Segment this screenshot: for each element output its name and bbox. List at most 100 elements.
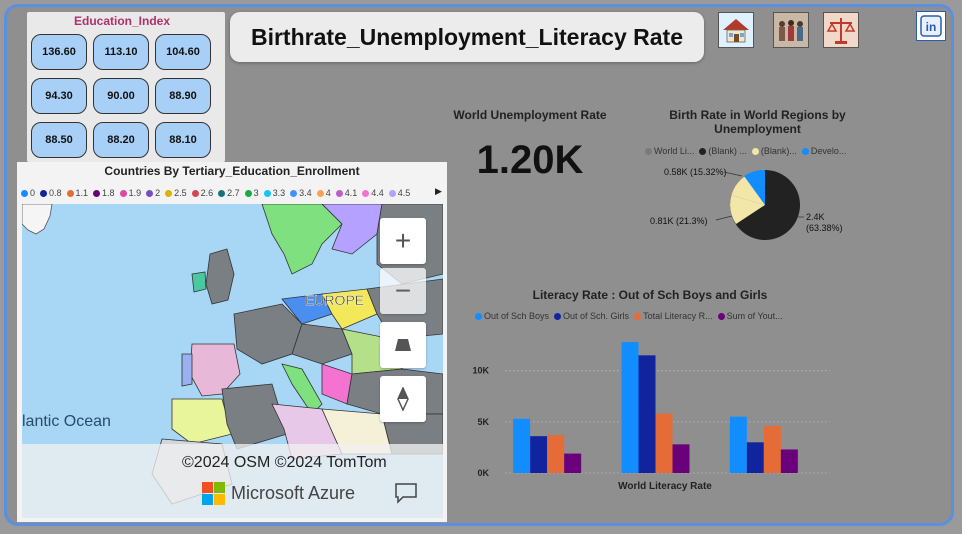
- pie-legend-label: Develo...: [810, 146, 847, 156]
- map-legend-item[interactable]: 4.1: [335, 188, 358, 198]
- linkedin-icon[interactable]: in: [916, 11, 946, 41]
- education-index-tile[interactable]: 88.50: [31, 122, 87, 158]
- justice-scale-icon[interactable]: [823, 12, 859, 48]
- zoom-in-button[interactable]: +: [380, 218, 426, 264]
- bar[interactable]: [780, 449, 798, 473]
- map-legend-item[interactable]: 3.3: [263, 188, 286, 198]
- bar-tick-label: 10K: [472, 366, 489, 376]
- pie-legend-label: World Li...: [654, 146, 695, 156]
- legend-dot-icon: [244, 189, 252, 197]
- pie-legend-item[interactable]: (Blank) ...: [699, 146, 747, 156]
- legend-dot-icon: [362, 189, 370, 197]
- map-legend-item[interactable]: 4: [316, 188, 331, 198]
- pie-title: Birth Rate in World Regions by Unemploym…: [669, 108, 846, 136]
- svg-text:in: in: [926, 20, 937, 34]
- map-legend-item[interactable]: 0: [21, 188, 35, 198]
- pie-legend-item[interactable]: (Blank)...: [751, 146, 797, 156]
- map-legend-label: 3: [253, 188, 259, 198]
- bar-tick-label: 0K: [477, 468, 489, 478]
- pie-legend: World Li... (Blank) ... (Blank)... Develo..…: [645, 146, 895, 156]
- map-legend-item[interactable]: 2: [146, 188, 160, 198]
- map-legend-label: 2.5: [174, 188, 187, 198]
- education-index-tile[interactable]: 94.30: [31, 78, 87, 114]
- legend-dot-icon: [21, 189, 28, 197]
- pie-slice[interactable]: [730, 195, 765, 224]
- pie-legend-label: (Blank)...: [760, 146, 797, 156]
- bar-legend-item[interactable]: Out of Sch. Girls: [554, 311, 629, 321]
- education-index-tile[interactable]: 90.00: [93, 78, 149, 114]
- pie-legend-item[interactable]: World Li...: [645, 146, 694, 156]
- pie-chart: 2.4K (63.38%) 0.81K (21.3%) 0.58K (15.32…: [650, 167, 843, 240]
- bar[interactable]: [564, 453, 582, 473]
- map-legend-label: 3.3: [272, 188, 286, 198]
- bar-legend-item[interactable]: Sum of Yout...: [717, 311, 783, 321]
- map-area[interactable]: lantic Ocean EUROPE + − ©2024 OSM ©2024 …: [22, 204, 443, 518]
- map-legend-item[interactable]: 2.5: [165, 188, 187, 198]
- map-copyright: ©2024 OSM ©2024 TomTom: [182, 454, 387, 471]
- legend-next-icon[interactable]: ▶: [435, 186, 442, 196]
- legend-dot-icon: [218, 189, 226, 197]
- legend-dot-icon: [475, 312, 482, 320]
- feedback-icon[interactable]: [394, 482, 418, 509]
- pitch-button[interactable]: [380, 322, 426, 368]
- bar[interactable]: [672, 444, 690, 473]
- map-legend-item[interactable]: 4.5: [388, 188, 410, 198]
- pie-label: (63.38%): [806, 223, 843, 233]
- education-index-tile[interactable]: 113.10: [93, 34, 149, 70]
- bar[interactable]: [655, 413, 673, 473]
- education-index-tile[interactable]: 88.10: [155, 122, 211, 158]
- pie-slice[interactable]: [744, 169, 765, 205]
- zoom-out-button[interactable]: −: [380, 268, 426, 314]
- compass-button[interactable]: [380, 376, 426, 422]
- bar-legend-label: Total Literacy R...: [643, 311, 713, 321]
- bar[interactable]: [547, 435, 565, 473]
- bar-legend-item[interactable]: Total Literacy R...: [634, 311, 713, 321]
- bar-legend-item[interactable]: Out of Sch Boys: [475, 311, 549, 321]
- education-index-tile[interactable]: 88.20: [93, 122, 149, 158]
- map-legend-label: 4.1: [344, 188, 358, 198]
- map-legend-item[interactable]: 2.6: [191, 188, 213, 198]
- map-legend-item[interactable]: 0.8: [40, 188, 62, 198]
- bar[interactable]: [746, 442, 764, 473]
- map-legend-item[interactable]: 4.4: [362, 188, 384, 198]
- azure-attribution: Microsoft Azure: [202, 482, 355, 505]
- pie-legend-label: (Blank) ...: [708, 146, 747, 156]
- legend-dot-icon: [645, 147, 652, 155]
- map-legend-item[interactable]: 2.7: [218, 188, 240, 198]
- bar-tick-label: 5K: [477, 417, 489, 427]
- legend-dot-icon: [634, 312, 642, 320]
- map-legend-item[interactable]: 3: [244, 188, 259, 198]
- legend-dot-icon: [191, 189, 199, 197]
- education-index-tile[interactable]: 104.60: [155, 34, 211, 70]
- education-index-title: Education_Index: [73, 14, 171, 28]
- bar[interactable]: [638, 355, 656, 473]
- map-legend-item[interactable]: 1.8: [93, 188, 115, 198]
- map-legend-item[interactable]: 1.9: [119, 188, 141, 198]
- pie-label: 2.4K: [806, 212, 825, 222]
- map-legend-item[interactable]: 1.1: [66, 188, 88, 198]
- education-index-tile[interactable]: 88.90: [155, 78, 211, 114]
- bar[interactable]: [513, 418, 531, 473]
- legend-dot-icon: [119, 189, 127, 197]
- map-legend-label: 2.7: [227, 188, 240, 198]
- bar-chart-title: Literacy Rate : Out of Sch Boys and Girl…: [532, 288, 768, 302]
- bar[interactable]: [621, 342, 639, 473]
- bar[interactable]: [729, 416, 747, 473]
- house-icon[interactable]: [718, 12, 754, 48]
- ocean-label: lantic Ocean: [22, 413, 111, 430]
- legend-dot-icon: [66, 189, 74, 197]
- bar[interactable]: [530, 436, 548, 473]
- bar-chart-xlabel: World Literacy Rate: [618, 481, 712, 492]
- map-legend-label: 0.8: [49, 188, 62, 198]
- education-index-tile[interactable]: 136.60: [31, 34, 87, 70]
- legend-dot-icon: [388, 189, 396, 197]
- pie-label: 0.58K (15.32%): [664, 167, 727, 177]
- map-legend-label: 4.4: [371, 188, 384, 198]
- azure-label: Microsoft Azure: [231, 483, 356, 503]
- map-legend-item[interactable]: 3.4: [290, 188, 312, 198]
- legend-dot-icon: [40, 189, 48, 197]
- pie-legend-item[interactable]: Develo...: [801, 146, 847, 156]
- bar[interactable]: [763, 425, 781, 473]
- bar-chart-legend: Out of Sch Boys Out of Sch. Girls Total Li…: [475, 311, 788, 321]
- crowd-icon[interactable]: [773, 12, 809, 48]
